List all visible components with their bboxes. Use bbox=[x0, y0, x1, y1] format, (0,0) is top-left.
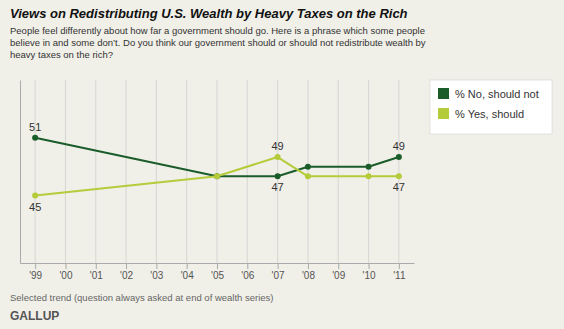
point bbox=[32, 193, 38, 199]
grid-line bbox=[307, 80, 308, 263]
subtitle-line: believe in and some don’t. Do you think … bbox=[10, 37, 426, 48]
x-tick-label: '06 bbox=[241, 270, 254, 281]
plot: '99 '00 '01 '02 '03 '04 '05 '06 '07 '08 '09 '10 '11 5… bbox=[21, 80, 415, 281]
point bbox=[305, 164, 311, 170]
x-tick-label: '04 bbox=[181, 270, 194, 281]
x-tick-mark bbox=[156, 263, 157, 269]
x-tick-mark bbox=[338, 263, 339, 269]
point bbox=[396, 173, 402, 179]
x-tick-mark bbox=[65, 263, 66, 269]
x-tick: '04 bbox=[181, 263, 194, 281]
x-tick: '09 bbox=[332, 263, 345, 281]
x-tick-label: '07 bbox=[272, 270, 285, 281]
grid-line bbox=[217, 80, 218, 263]
x-tick: '02 bbox=[120, 263, 133, 281]
x-tick-label: '11 bbox=[393, 270, 406, 281]
annotation: 47 bbox=[393, 181, 405, 193]
marks bbox=[32, 135, 402, 199]
legend-label: % No, should not bbox=[455, 88, 539, 100]
point bbox=[396, 154, 402, 160]
x-tick: '01 bbox=[90, 263, 103, 281]
x-tick-label: '02 bbox=[120, 270, 133, 281]
grid-line bbox=[186, 80, 187, 263]
x-tick: '08 bbox=[302, 263, 315, 281]
annotation: 47 bbox=[271, 181, 283, 193]
grid-line bbox=[35, 80, 36, 263]
grid-line bbox=[398, 80, 399, 263]
point bbox=[366, 173, 372, 179]
grid-line bbox=[338, 80, 339, 263]
point bbox=[275, 173, 281, 179]
background bbox=[0, 0, 564, 329]
series-line bbox=[35, 138, 399, 177]
annotations: 51 49 47 49 45 47 bbox=[29, 121, 405, 213]
subtitle-line: heavy taxes on the rich? bbox=[10, 49, 113, 60]
x-tick-mark bbox=[308, 263, 309, 269]
x-tick: '99 bbox=[29, 263, 42, 281]
point bbox=[366, 164, 372, 170]
point bbox=[275, 154, 281, 160]
source: GALLUP bbox=[10, 309, 59, 323]
x-tick-label: '03 bbox=[150, 270, 163, 281]
grid-line bbox=[247, 80, 248, 263]
legend-item: % Yes, should bbox=[438, 108, 524, 120]
x-tick-mark bbox=[217, 263, 218, 269]
point bbox=[214, 173, 220, 179]
title: Views on Redistributing U.S. Wealth by H… bbox=[10, 6, 408, 21]
x-tick: '05 bbox=[211, 263, 224, 281]
x-tick-label: '09 bbox=[332, 270, 345, 281]
x-tick-mark bbox=[126, 263, 127, 269]
x-tick: '06 bbox=[241, 263, 254, 281]
legend: % No, should not % Yes, should bbox=[430, 80, 552, 134]
x-tick-label: '99 bbox=[29, 270, 42, 281]
grid-line bbox=[65, 80, 66, 263]
legend-swatch bbox=[438, 108, 449, 119]
x-tick-mark bbox=[187, 263, 188, 269]
x-tick-mark bbox=[247, 263, 248, 269]
series-line bbox=[35, 157, 399, 196]
subtitle-line: People feel differently about how far a … bbox=[10, 25, 425, 36]
annotation: 45 bbox=[29, 201, 41, 213]
x-tick-mark bbox=[369, 263, 370, 269]
x-tick-mark bbox=[399, 263, 400, 269]
annotation: 49 bbox=[271, 140, 283, 152]
x-tick-label: '00 bbox=[59, 270, 72, 281]
grid bbox=[35, 80, 399, 263]
point bbox=[305, 173, 311, 179]
x-tick-label: '01 bbox=[90, 270, 103, 281]
grid-line bbox=[368, 80, 369, 263]
x-tick-label: '08 bbox=[302, 270, 315, 281]
grid-line bbox=[156, 80, 157, 263]
legend-frame bbox=[430, 80, 552, 134]
legend-item: % No, should not bbox=[438, 88, 539, 100]
grid-line bbox=[277, 80, 278, 263]
annotation: 49 bbox=[393, 140, 405, 152]
x-axis: '99 '00 '01 '02 '03 '04 '05 '06 '07 '08 '09 '10 '11 bbox=[21, 263, 415, 281]
y-axis-line bbox=[20, 81, 21, 264]
point bbox=[32, 135, 38, 141]
x-tick: '11 bbox=[393, 263, 406, 281]
annotation: 51 bbox=[29, 121, 41, 133]
grid-line bbox=[95, 80, 96, 263]
x-tick-label: '10 bbox=[363, 270, 376, 281]
legend-swatch bbox=[438, 88, 449, 99]
subtitle: People feel differently about how far a … bbox=[10, 25, 426, 60]
x-tick: '07 bbox=[272, 263, 285, 281]
grid-line bbox=[126, 80, 127, 263]
y-axis bbox=[20, 81, 21, 264]
point bbox=[214, 173, 220, 179]
legend-label: % Yes, should bbox=[455, 108, 524, 120]
chart: Views on Redistributing U.S. Wealth by H… bbox=[0, 0, 564, 329]
footnote: Selected trend (question always asked at… bbox=[10, 292, 274, 303]
x-tick-mark bbox=[35, 263, 36, 269]
x-tick-mark bbox=[96, 263, 97, 269]
x-tick-label: '05 bbox=[211, 270, 224, 281]
x-tick: '00 bbox=[59, 263, 72, 281]
x-tick: '10 bbox=[363, 263, 376, 281]
x-tick-mark bbox=[278, 263, 279, 269]
x-tick: '03 bbox=[150, 263, 163, 281]
